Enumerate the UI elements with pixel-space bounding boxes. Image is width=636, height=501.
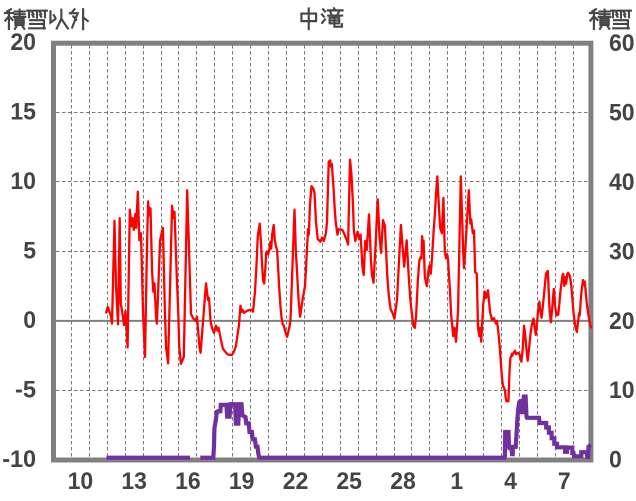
svg-text:22: 22 xyxy=(283,468,309,495)
svg-text:-5: -5 xyxy=(15,377,36,404)
svg-text:15: 15 xyxy=(10,99,36,126)
svg-text:20: 20 xyxy=(609,308,635,335)
svg-text:5: 5 xyxy=(23,238,36,265)
svg-text:0: 0 xyxy=(609,447,622,474)
svg-text:7: 7 xyxy=(558,468,571,495)
svg-text:60: 60 xyxy=(609,30,635,57)
svg-text:13: 13 xyxy=(121,468,147,495)
svg-text:19: 19 xyxy=(229,468,255,495)
svg-text:25: 25 xyxy=(336,468,362,495)
svg-text:0: 0 xyxy=(23,307,36,334)
svg-text:10: 10 xyxy=(68,468,94,495)
svg-text:40: 40 xyxy=(609,169,635,196)
svg-text:20: 20 xyxy=(10,29,36,56)
svg-text:28: 28 xyxy=(390,468,416,495)
svg-text:-10: -10 xyxy=(2,446,36,473)
svg-text:4: 4 xyxy=(504,468,517,495)
svg-text:16: 16 xyxy=(175,468,201,495)
svg-text:10: 10 xyxy=(10,168,36,195)
svg-text:10: 10 xyxy=(609,377,635,404)
svg-text:50: 50 xyxy=(609,99,635,126)
svg-text:30: 30 xyxy=(609,238,635,265)
svg-text:1: 1 xyxy=(450,468,463,495)
